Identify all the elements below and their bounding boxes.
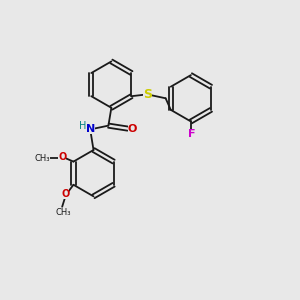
Text: F: F	[188, 129, 196, 139]
Text: O: O	[128, 124, 137, 134]
Text: S: S	[143, 88, 152, 101]
Text: N: N	[86, 124, 95, 134]
Text: CH₃: CH₃	[34, 154, 50, 163]
Text: O: O	[61, 189, 69, 199]
Text: CH₃: CH₃	[56, 208, 71, 217]
Text: H: H	[79, 121, 86, 130]
Text: O: O	[58, 152, 66, 162]
